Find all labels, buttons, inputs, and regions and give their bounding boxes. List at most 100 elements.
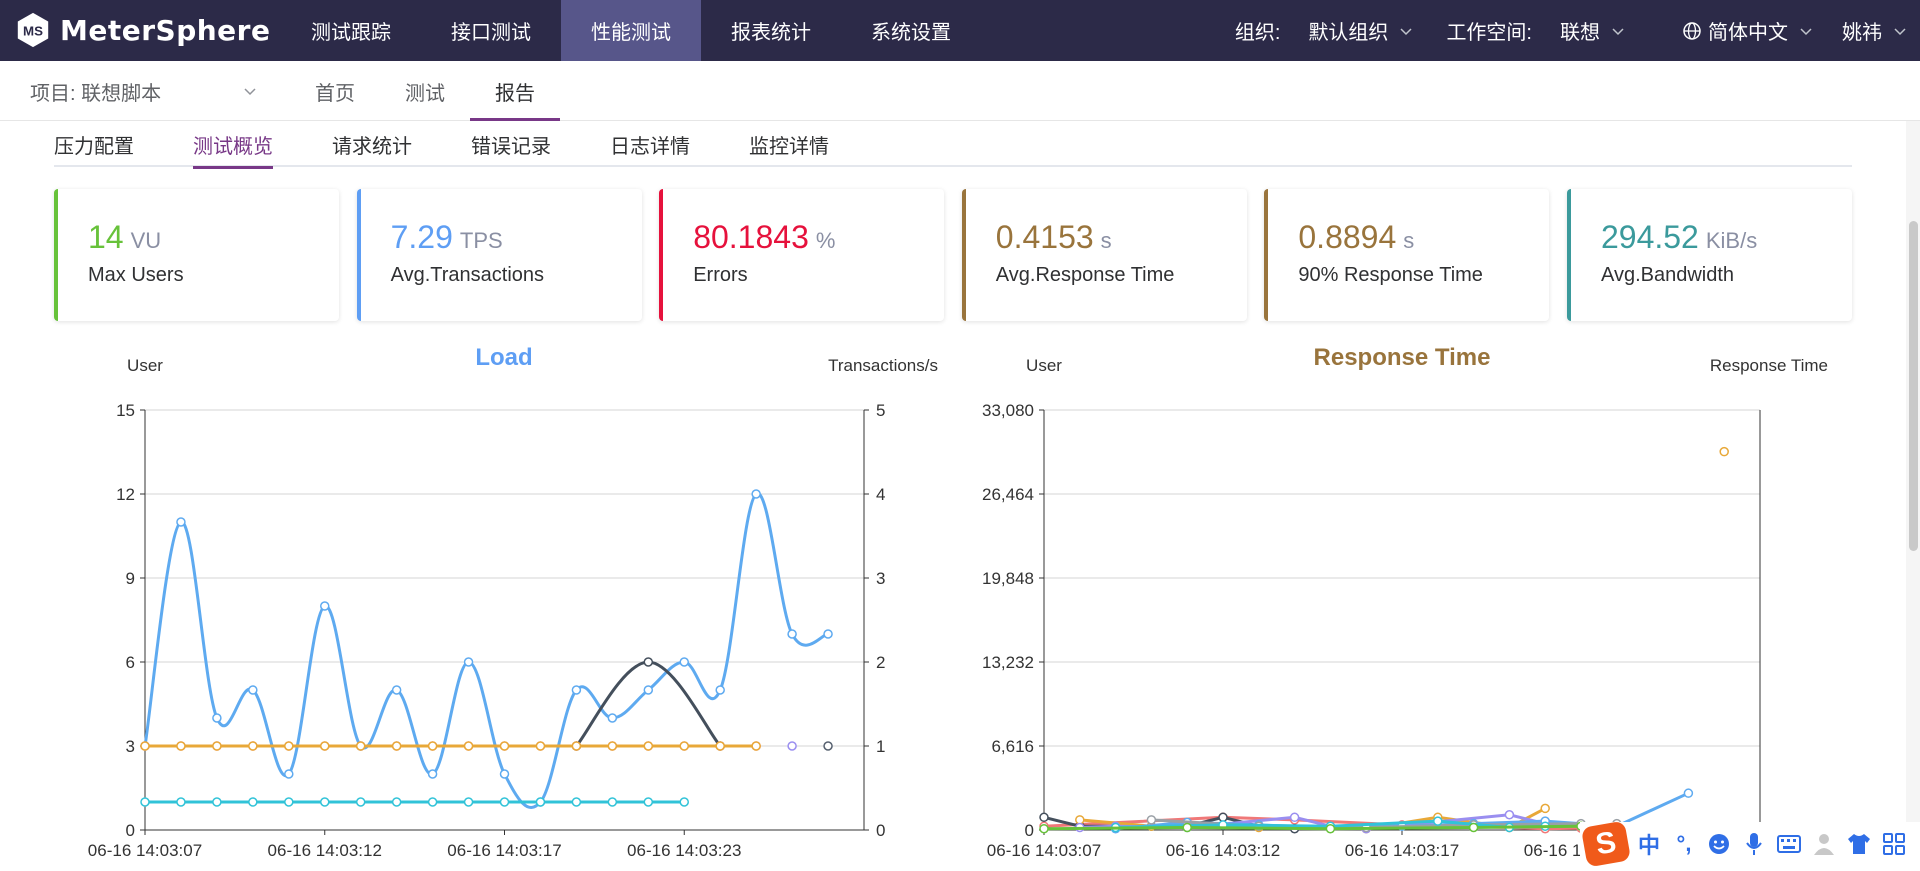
data-point[interactable]: [1075, 815, 1085, 825]
data-point[interactable]: [427, 741, 438, 751]
data-point[interactable]: [823, 629, 833, 639]
data-point[interactable]: [320, 601, 330, 611]
workspace-selector[interactable]: 工作空间: 联想: [1446, 16, 1624, 45]
sub-menu-item[interactable]: 测试: [405, 82, 445, 105]
organization-selector[interactable]: 组织: 默认组织: [1235, 16, 1413, 45]
data-point[interactable]: [176, 797, 186, 807]
data-point[interactable]: [355, 797, 366, 807]
data-point[interactable]: [1683, 788, 1694, 798]
data-point[interactable]: [1540, 803, 1550, 814]
sogou-ime-logo-icon[interactable]: S: [1580, 820, 1632, 868]
data-point[interactable]: [679, 797, 689, 807]
report-tab[interactable]: 测试概览: [193, 121, 273, 169]
data-point[interactable]: [248, 685, 258, 695]
data-point[interactable]: [751, 741, 761, 751]
data-point[interactable]: [643, 685, 654, 695]
keyboard-icon[interactable]: [1775, 830, 1803, 858]
data-point[interactable]: [715, 685, 725, 695]
data-point[interactable]: [751, 489, 761, 499]
data-point[interactable]: [1325, 823, 1336, 834]
data-point[interactable]: [140, 797, 150, 807]
data-point[interactable]: [391, 685, 402, 695]
data-point[interactable]: [535, 797, 546, 807]
data-point[interactable]: [427, 769, 438, 779]
data-point[interactable]: [284, 797, 294, 807]
shirt-icon[interactable]: [1845, 830, 1873, 858]
data-point[interactable]: [1433, 816, 1443, 826]
data-point[interactable]: [212, 797, 222, 807]
data-point[interactable]: [212, 713, 222, 723]
data-point[interactable]: [1039, 823, 1049, 834]
toolbox-grid-icon[interactable]: [1880, 830, 1908, 858]
top-menu-item[interactable]: 系统设置: [871, 22, 951, 44]
data-point[interactable]: [1504, 810, 1515, 820]
data-point[interactable]: [643, 741, 654, 751]
data-point[interactable]: [463, 797, 474, 807]
user-menu[interactable]: 姚祎: [1842, 16, 1906, 45]
data-point[interactable]: [1468, 822, 1479, 833]
data-point[interactable]: [1218, 812, 1228, 823]
scrollbar-thumb[interactable]: [1909, 221, 1918, 551]
data-point[interactable]: [499, 741, 510, 751]
data-point[interactable]: [391, 797, 402, 807]
data-point[interactable]: [1182, 822, 1192, 833]
data-point[interactable]: [284, 769, 294, 779]
brand-logo[interactable]: MS MeterSphere: [14, 10, 270, 50]
microphone-icon[interactable]: [1740, 830, 1768, 858]
data-point[interactable]: [499, 797, 510, 807]
user-skin-icon[interactable]: [1810, 830, 1838, 858]
data-point[interactable]: [679, 657, 689, 667]
data-point[interactable]: [320, 797, 330, 807]
data-point[interactable]: [823, 741, 833, 751]
data-point[interactable]: [643, 797, 654, 807]
sub-menu-item[interactable]: 首页: [315, 82, 355, 105]
data-point[interactable]: [571, 685, 582, 695]
sub-menu-item[interactable]: 报告: [470, 61, 560, 121]
data-point[interactable]: [391, 741, 402, 751]
report-tab[interactable]: 错误记录: [471, 135, 551, 158]
data-point[interactable]: [176, 517, 186, 527]
data-point[interactable]: [787, 629, 797, 639]
data-point[interactable]: [248, 741, 258, 751]
data-point[interactable]: [212, 741, 222, 751]
data-point[interactable]: [607, 797, 618, 807]
punctuation-icon[interactable]: °,: [1676, 831, 1692, 856]
data-point[interactable]: [679, 741, 689, 751]
data-point[interactable]: [284, 741, 294, 751]
top-menu-item[interactable]: 接口测试: [451, 22, 531, 44]
data-point[interactable]: [571, 741, 582, 751]
data-point[interactable]: [535, 741, 546, 751]
report-tab[interactable]: 请求统计: [332, 135, 412, 158]
data-point[interactable]: [571, 797, 582, 807]
report-tab[interactable]: 压力配置: [54, 135, 134, 158]
report-tab[interactable]: 日志详情: [610, 135, 690, 158]
data-point[interactable]: [1289, 812, 1300, 823]
data-point[interactable]: [787, 741, 797, 751]
data-point[interactable]: [607, 741, 618, 751]
report-tab[interactable]: 监控详情: [749, 135, 829, 158]
data-point[interactable]: [355, 741, 366, 751]
vertical-scrollbar[interactable]: [1906, 121, 1920, 866]
data-point[interactable]: [607, 713, 618, 723]
chinese-mode-icon[interactable]: 中: [1637, 833, 1660, 858]
data-point[interactable]: [248, 797, 258, 807]
data-point[interactable]: [463, 657, 474, 667]
data-point[interactable]: [643, 657, 654, 667]
data-point[interactable]: [320, 741, 330, 751]
top-menu-item[interactable]: 性能测试: [561, 0, 701, 61]
data-point[interactable]: [715, 741, 725, 751]
data-point[interactable]: [427, 797, 438, 807]
data-point[interactable]: [499, 769, 510, 779]
top-menu-item[interactable]: 报表统计: [731, 22, 811, 44]
data-point[interactable]: [463, 741, 474, 751]
data-point[interactable]: [1719, 446, 1729, 457]
emoji-icon[interactable]: [1705, 830, 1733, 858]
data-point[interactable]: [176, 741, 186, 751]
top-menu-item[interactable]: 测试跟踪: [311, 22, 391, 44]
data-point[interactable]: [1146, 815, 1157, 825]
language-selector[interactable]: 简体中文: [1682, 16, 1812, 45]
data-point[interactable]: [140, 741, 150, 751]
y-axis-label-right: Transactions/s: [828, 356, 938, 375]
data-point[interactable]: [1039, 812, 1049, 823]
project-selector[interactable]: 项目: 联想脚本: [30, 61, 256, 121]
